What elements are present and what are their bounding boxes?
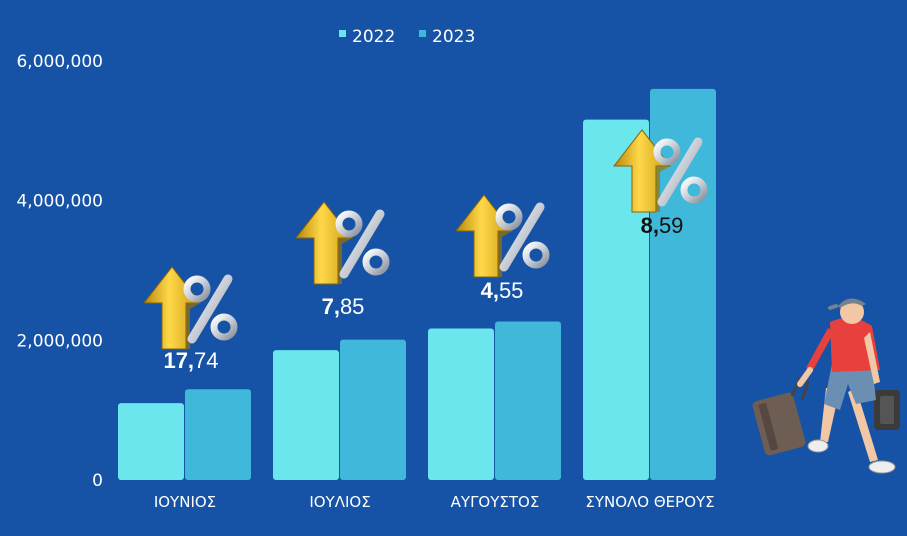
- percent-label: 8,59: [641, 213, 684, 238]
- legend-swatch-2023: [419, 30, 426, 37]
- percent-up-arrow-icon: [296, 202, 386, 284]
- y-tick-label: 0: [92, 471, 103, 491]
- percent-label: 4,55: [481, 278, 524, 303]
- legend: 2022 2023: [339, 27, 475, 47]
- annotations: 17,74 7,85 4,55 8,59: [144, 130, 704, 373]
- y-axis: 0 2,000,000 4,000,000 6,000,000: [16, 52, 103, 491]
- x-axis: ΙΟΥΝΙΟΣ ΙΟΥΛΙΟΣ ΑΥΓΟΥΣΤΟΣ ΣΥΝΟΛΟ ΘΕΡΟΥΣ: [154, 493, 715, 511]
- x-tick-label: ΑΥΓΟΥΣΤΟΣ: [451, 493, 540, 511]
- x-tick-label: ΙΟΥΛΙΟΣ: [309, 493, 370, 511]
- traveler-with-luggage-icon: [752, 298, 900, 474]
- y-tick-label: 4,000,000: [16, 192, 103, 212]
- bar-2022-2: [428, 328, 494, 480]
- percent-up-arrow-icon: [144, 267, 234, 349]
- bars: [118, 88, 716, 480]
- y-tick-label: 2,000,000: [16, 331, 103, 351]
- bar-2023-1: [340, 339, 406, 480]
- x-tick-label: ΣΥΝΟΛΟ ΘΕΡΟΥΣ: [585, 493, 714, 511]
- legend-label-2023: 2023: [432, 27, 475, 47]
- legend-label-2022: 2022: [352, 27, 395, 47]
- percent-label: 17,74: [163, 348, 218, 373]
- y-tick-label: 6,000,000: [16, 52, 103, 72]
- x-tick-label: ΙΟΥΝΙΟΣ: [154, 493, 216, 511]
- percent-label: 7,85: [322, 294, 365, 319]
- bar-2023-0: [185, 389, 251, 480]
- bar-2022-0: [118, 403, 184, 480]
- bar-2022-1: [273, 350, 339, 480]
- percent-up-arrow-icon: [456, 195, 546, 277]
- legend-swatch-2022: [339, 30, 346, 37]
- bar-2023-2: [495, 321, 561, 480]
